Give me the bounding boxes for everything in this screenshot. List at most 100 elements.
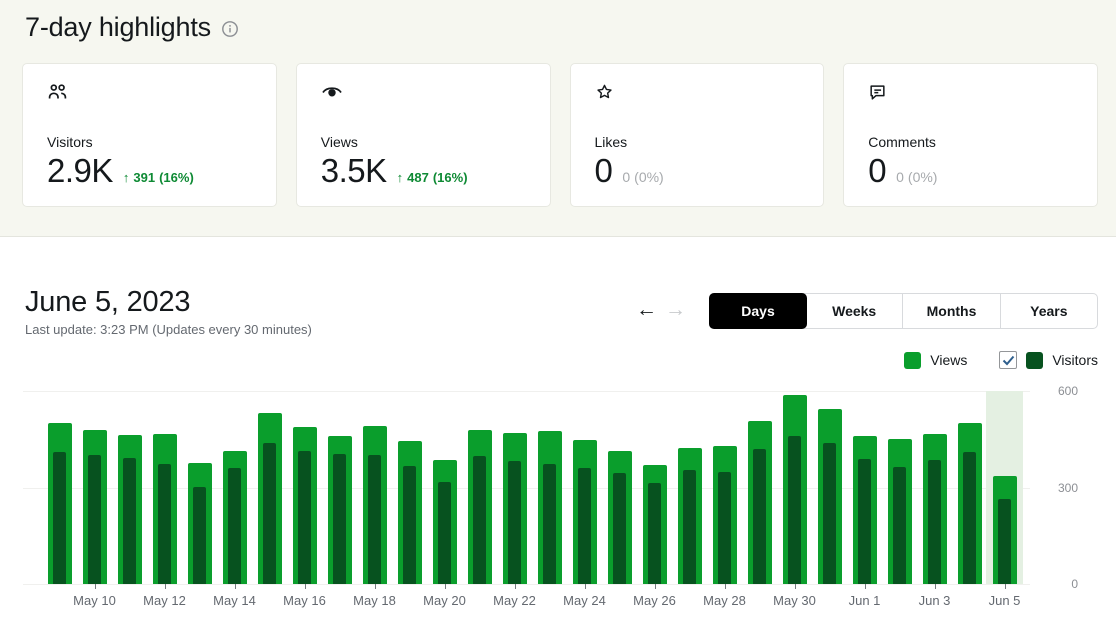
x-axis-label: May 26 [633, 593, 676, 608]
visitors-bar[interactable] [718, 472, 731, 584]
star-icon [595, 83, 800, 103]
visitors-bar[interactable] [193, 486, 206, 584]
x-axis-label: May 30 [773, 593, 816, 608]
trend-up-icon: ↑ [396, 170, 404, 185]
last-update-text: Last update: 3:23 PM (Updates every 30 m… [25, 322, 312, 337]
gridline [23, 487, 1030, 489]
visitors-bar[interactable] [543, 464, 556, 584]
visitors-bar[interactable] [228, 467, 241, 584]
visitors-bar[interactable] [893, 466, 906, 584]
card-likes[interactable]: Likes 0 0 (0%) [569, 63, 825, 207]
period-nav: ← → [636, 298, 686, 322]
visitors-bar[interactable] [263, 443, 276, 584]
card-visitors[interactable]: Visitors 2.9K ↑ 391 (16%) [22, 63, 277, 207]
x-axis-label: May 22 [493, 593, 536, 608]
card-comments[interactable]: Comments 0 0 (0%) [843, 63, 1098, 207]
x-axis-label: May 20 [423, 593, 466, 608]
x-axis-label: May 28 [703, 593, 746, 608]
visitors-checkbox[interactable] [999, 351, 1018, 369]
y-axis-label: 300 [1057, 480, 1078, 495]
visitors-bar[interactable] [963, 451, 976, 584]
visitors-bar[interactable] [788, 436, 801, 584]
gridline [23, 584, 1030, 585]
x-axis-tick [444, 584, 446, 589]
visitors-bar[interactable] [998, 499, 1011, 584]
visitors-bar[interactable] [403, 465, 416, 584]
visitors-bar[interactable] [88, 455, 101, 584]
card-label: Visitors [47, 134, 93, 150]
card-change: 0 (0%) [896, 169, 938, 185]
visitors-legend-label: Visitors [1052, 352, 1098, 368]
period-title: June 5, 2023 [25, 286, 191, 318]
x-axis-tick [934, 584, 936, 589]
x-axis-tick [374, 584, 376, 589]
visitors-bar[interactable] [613, 473, 626, 584]
visitors-bar[interactable] [368, 455, 381, 584]
x-axis-tick [514, 584, 516, 589]
gridline [23, 391, 1030, 392]
people-icon [47, 83, 252, 103]
views-legend-label: Views [930, 352, 968, 368]
x-axis-tick [304, 584, 306, 589]
visitors-bar[interactable] [753, 448, 766, 584]
x-axis-label: May 14 [213, 593, 256, 608]
x-axis-tick [864, 584, 866, 589]
x-axis-label: May 10 [73, 593, 116, 608]
interval-tabs: Days Weeks Months Years [709, 293, 1098, 329]
x-axis-tick [724, 584, 726, 589]
next-period-arrow-icon: → [665, 298, 686, 321]
info-icon[interactable] [221, 20, 239, 38]
x-axis-tick [654, 584, 656, 589]
visitors-bar[interactable] [333, 454, 346, 584]
tab-weeks[interactable]: Weeks [806, 294, 902, 328]
visitors-bar[interactable] [508, 461, 521, 584]
card-change: 0 (0%) [622, 169, 664, 185]
tab-days[interactable]: Days [709, 293, 807, 329]
card-value: 0 [594, 152, 613, 189]
views-swatch [904, 351, 922, 369]
visitors-bar[interactable] [158, 464, 171, 584]
card-value: 3.5K [320, 152, 387, 189]
x-axis-label: May 16 [283, 593, 326, 608]
visitors-bar[interactable] [438, 482, 451, 584]
visitors-bar[interactable] [578, 467, 591, 584]
highlights-section: 7-day highlights [0, 0, 1116, 237]
visitors-bar[interactable] [53, 451, 66, 584]
trend-up-icon: ↑ [122, 170, 130, 185]
x-axis-tick [584, 584, 586, 589]
visitors-bar[interactable] [858, 458, 871, 584]
visitors-bar[interactable] [298, 451, 311, 584]
visitors-bar[interactable] [928, 460, 941, 584]
card-views[interactable]: Views 3.5K ↑ 487 (16%) [295, 63, 551, 207]
card-label: Views [320, 134, 358, 150]
chart-legend: Views Visitors [904, 351, 1098, 369]
visitors-bar[interactable] [683, 470, 696, 584]
card-change: ↑ 391 (16%) [122, 170, 194, 185]
highlight-cards: Visitors 2.9K ↑ 391 (16%) [22, 63, 1098, 207]
visitors-bar[interactable] [123, 457, 136, 584]
x-axis-label: May 18 [353, 593, 396, 608]
card-label: Likes [594, 134, 628, 150]
x-axis-label: Jun 3 [918, 593, 951, 608]
eye-icon [321, 83, 526, 103]
card-label: Comments [868, 134, 936, 150]
visitors-bar[interactable] [473, 455, 486, 584]
visitors-swatch [1026, 351, 1044, 369]
card-value: 2.9K [47, 152, 113, 189]
y-axis-label: 0 [1071, 577, 1078, 591]
card-change: ↑ 487 (16%) [396, 170, 468, 185]
views-visitors-bar-chart: 0 300 600 May 10 May 12 May 14 May 16 May 18 May… [0, 380, 1116, 631]
x-axis-label: Jun 1 [848, 593, 881, 608]
x-axis-label: May 24 [563, 593, 606, 608]
x-axis-tick [94, 584, 96, 589]
highlights-title: 7-day highlights [25, 12, 211, 42]
previous-period-arrow-icon[interactable]: ← [636, 298, 657, 321]
visitors-bar[interactable] [823, 443, 836, 584]
visitors-bar[interactable] [648, 482, 661, 584]
comment-icon [868, 83, 1073, 103]
x-axis-label: May 12 [143, 593, 186, 608]
tab-months[interactable]: Months [902, 294, 999, 328]
tab-years[interactable]: Years [999, 294, 1097, 328]
x-axis-tick [234, 584, 236, 589]
